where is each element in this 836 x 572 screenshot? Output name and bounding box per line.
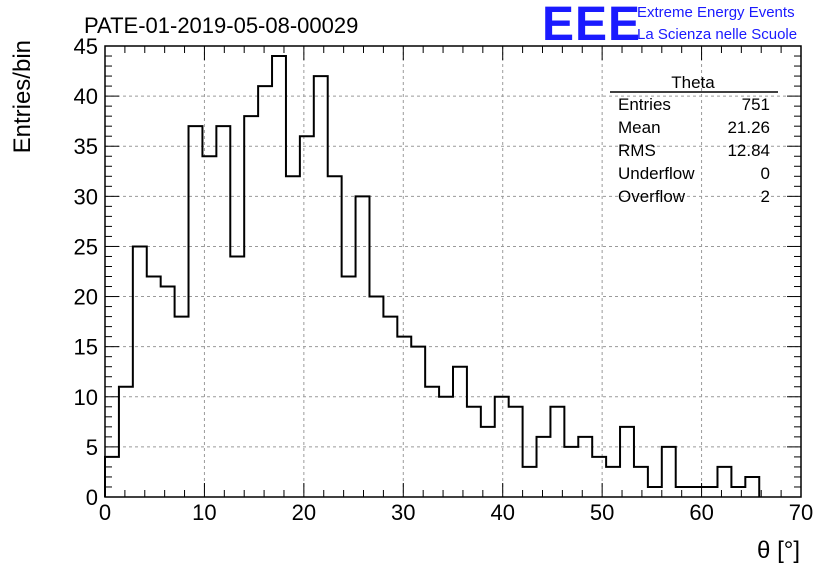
x-tick-label: 20 xyxy=(292,500,316,525)
stats-value: 21.26 xyxy=(727,118,770,137)
stats-title: Theta xyxy=(671,73,715,92)
x-tick-label: 50 xyxy=(590,500,614,525)
plot-frame xyxy=(104,45,802,498)
y-tick-label: 20 xyxy=(74,285,98,310)
stats-label: Underflow xyxy=(618,164,695,183)
stats-label: Overflow xyxy=(618,187,686,206)
y-axis-label: Entries/bin xyxy=(9,40,36,153)
y-tick-labels: 0 5 10 15 20 25 30 35 40 45 xyxy=(74,34,98,510)
x-tick-label: 10 xyxy=(192,500,216,525)
logo-line-2: La Scienza nelle Scuole xyxy=(637,26,797,43)
logo-line-1: Extreme Energy Events xyxy=(637,4,795,21)
axis-ticks xyxy=(104,45,802,498)
y-tick-label: 0 xyxy=(86,485,98,510)
x-tick-labels: 0 10 20 30 40 50 60 70 xyxy=(99,500,813,525)
eee-logo-letters: EEE xyxy=(542,0,641,51)
x-axis-label: θ [°] xyxy=(757,537,800,564)
y-tick-label: 25 xyxy=(74,234,98,259)
x-tick-label: 30 xyxy=(391,500,415,525)
y-tick-label: 15 xyxy=(74,335,98,360)
stats-label: Mean xyxy=(618,118,661,137)
y-tick-label: 35 xyxy=(74,134,98,159)
y-tick-label: 30 xyxy=(74,184,98,209)
stats-rows: Entries 751 Mean 21.26 RMS 12.84 Underflow 0 Ove… xyxy=(618,95,770,206)
y-tick-label: 10 xyxy=(74,385,98,410)
histogram-series xyxy=(104,55,761,497)
stats-value: 12.84 xyxy=(727,141,770,160)
stats-value: 0 xyxy=(761,164,770,183)
eee-logo: EEE Extreme Energy Events La Scienza nel… xyxy=(542,0,797,51)
x-tick-label: 70 xyxy=(789,500,813,525)
stats-value: 2 xyxy=(761,187,770,206)
y-tick-label: 45 xyxy=(74,34,98,59)
stats-box: Theta Entries 751 Mean 21.26 RMS 12.84 Underfl… xyxy=(610,73,778,206)
x-tick-label: 60 xyxy=(689,500,713,525)
stats-label: RMS xyxy=(618,141,656,160)
y-tick-label: 40 xyxy=(74,84,98,109)
stats-value: 751 xyxy=(742,95,770,114)
chart-title: PATE-01-2019-05-08-00029 xyxy=(84,13,358,38)
plot-frame-rect xyxy=(104,45,802,498)
x-tick-label: 0 xyxy=(99,500,111,525)
stats-label: Entries xyxy=(618,95,671,114)
x-tick-label: 40 xyxy=(490,500,514,525)
grid xyxy=(105,46,801,497)
y-tick-label: 5 xyxy=(86,435,98,460)
